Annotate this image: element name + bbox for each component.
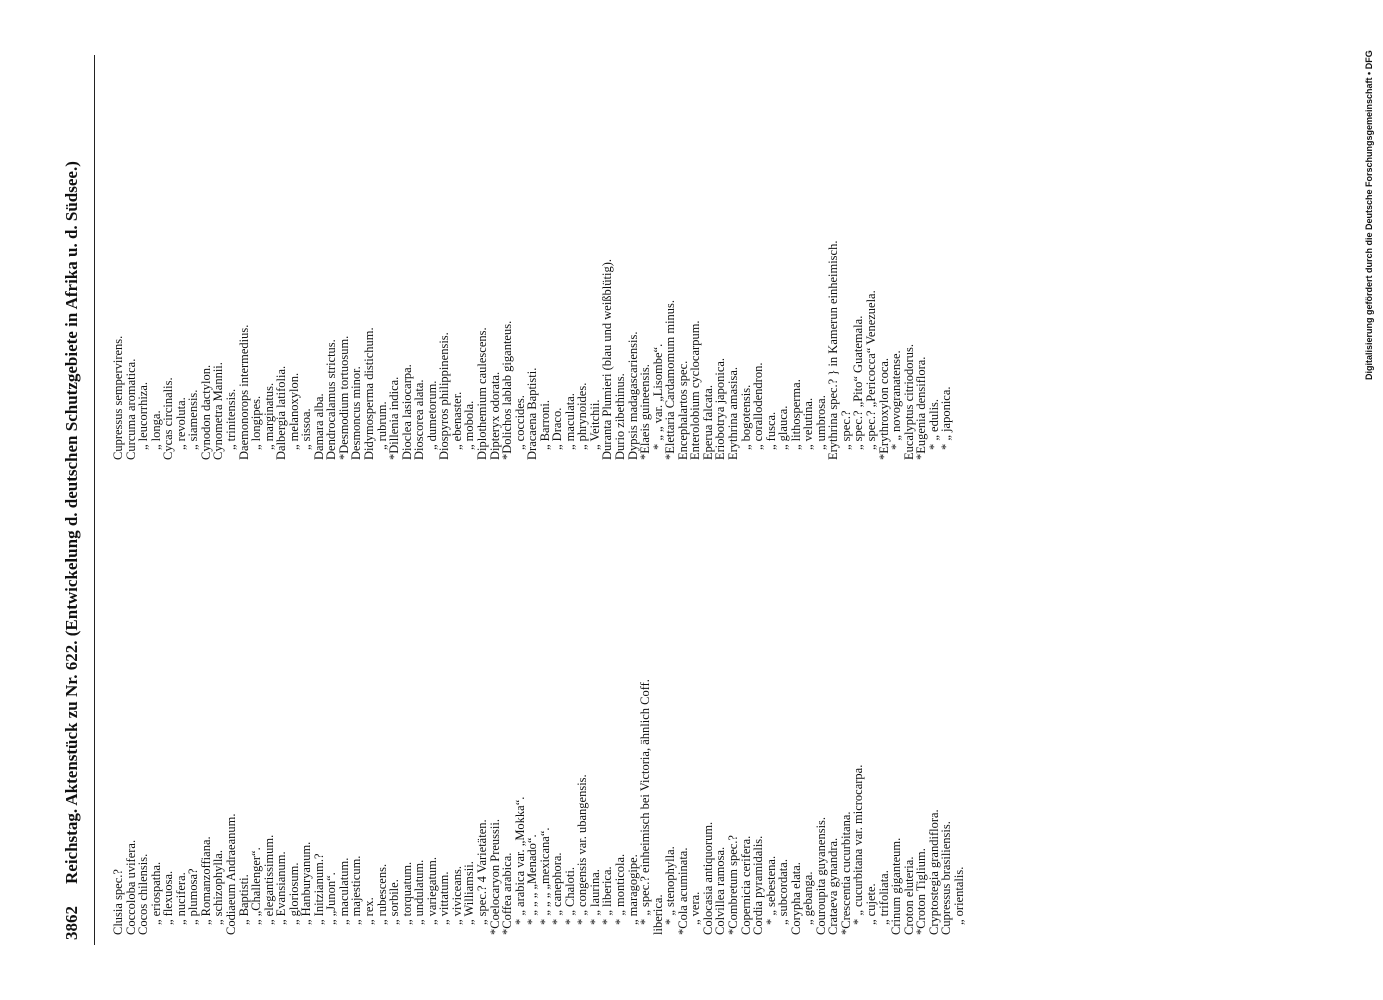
entry: „ trinitensis. — [223, 388, 238, 450]
entry: Erythrina amasisa. — [725, 366, 740, 460]
entry: * „ japonica. — [939, 386, 954, 450]
page-number: 3862 — [62, 906, 81, 940]
header: 3862 Reichstag. Aktenstück zu Nr. 622. (… — [62, 60, 82, 940]
header-rule — [94, 55, 95, 945]
credit: Digitalisierung gefördert durch die Deut… — [1364, 50, 1374, 380]
entry: Codiaeum Andraeanum. — [223, 813, 238, 936]
entry: * „ spec.? einheimisch bei Victoria, ähn… — [638, 679, 653, 925]
running-title: Reichstag. Aktenstück zu Nr. 622. (Entwi… — [62, 161, 81, 884]
entry: „ orientalis. — [951, 866, 966, 925]
entry: *Combretum spec.? — [725, 835, 740, 935]
entry: „ spec.? 4 Varietäten. — [474, 819, 489, 925]
entry: Diplothemium caulescens. — [474, 327, 489, 460]
